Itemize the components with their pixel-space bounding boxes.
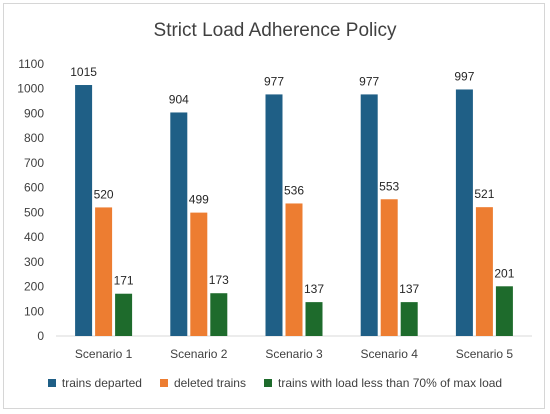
y-tick-label: 100: [24, 304, 44, 318]
data-label: 1015: [70, 65, 97, 79]
bar: [495, 286, 513, 336]
data-label: 137: [304, 282, 324, 296]
y-tick-label: 400: [24, 230, 44, 244]
bar: [75, 85, 93, 336]
data-label: 904: [169, 92, 189, 106]
data-label: 137: [399, 282, 419, 296]
y-tick-label: 700: [24, 156, 44, 170]
x-tick-label: Scenario 3: [265, 347, 323, 361]
bar: [265, 94, 283, 336]
bar: [400, 302, 418, 336]
x-tick-label: Scenario 1: [75, 347, 133, 361]
data-label: 520: [94, 187, 114, 201]
bar: [455, 89, 473, 337]
data-label: 977: [359, 74, 379, 88]
bar: [475, 207, 493, 336]
data-label: 521: [474, 187, 494, 201]
y-tick-label: 500: [24, 205, 44, 219]
bar: [285, 203, 303, 336]
legend-label: trains with load less than 70% of max lo…: [277, 376, 503, 390]
legend-label: deleted trains: [173, 376, 246, 390]
legend-swatch: [47, 379, 56, 387]
y-tick-label: 300: [24, 255, 44, 269]
data-label: 499: [189, 193, 209, 207]
data-label: 536: [284, 183, 304, 197]
bar: [380, 199, 398, 336]
bar: [170, 112, 188, 336]
bar: [115, 293, 133, 336]
data-label: 997: [454, 69, 474, 83]
y-tick-label: 0: [37, 329, 44, 343]
data-label: 201: [494, 266, 514, 280]
legend-label: trains departed: [61, 376, 142, 390]
bar: [190, 212, 208, 336]
y-tick-label: 1000: [17, 82, 44, 96]
x-tick-label: Scenario 2: [170, 347, 228, 361]
bar: [210, 293, 228, 336]
y-tick-label: 1100: [18, 57, 44, 71]
chart-title: Strict Load Adherence Policy: [153, 20, 397, 41]
y-tick-label: 200: [24, 280, 44, 294]
x-tick-label: Scenario 5: [456, 347, 514, 361]
bar: [360, 94, 378, 336]
data-label: 553: [379, 179, 399, 193]
x-tick-label: Scenario 4: [361, 347, 419, 361]
legend-item: trains with load less than 70% of max lo…: [263, 376, 503, 390]
data-label: 171: [114, 274, 134, 288]
chart-legend: trains departed deleted trains trains with…: [0, 376, 550, 390]
legend-swatch: [159, 379, 168, 387]
y-tick-label: 600: [24, 181, 44, 195]
y-tick-label: 900: [24, 106, 44, 120]
data-label: 977: [264, 74, 284, 88]
legend-item: trains departed: [47, 376, 142, 390]
bar: [305, 302, 323, 336]
legend-swatch: [263, 379, 272, 387]
y-tick-label: 800: [24, 131, 44, 145]
legend-item: deleted trains: [159, 376, 246, 390]
bar: [95, 207, 113, 336]
data-label: 173: [209, 273, 229, 287]
